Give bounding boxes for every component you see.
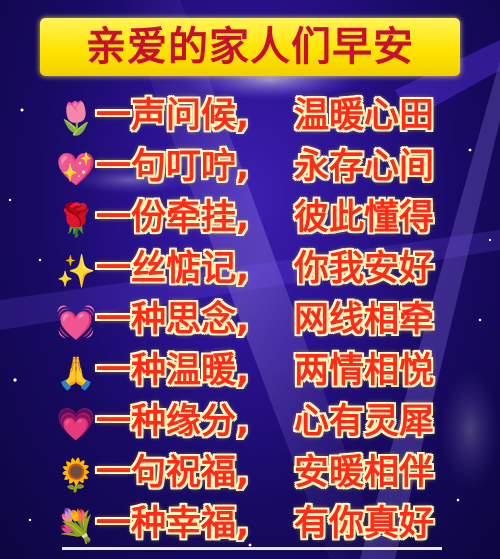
line-left-text: 一种幸福, bbox=[96, 504, 250, 544]
line-left-text: 一份牵挂, bbox=[96, 198, 250, 238]
line-left-text: 一种缘分, bbox=[96, 402, 250, 442]
line-right-text: 两情相悦 bbox=[294, 351, 435, 391]
line-right-text: 网线相牵 bbox=[294, 300, 435, 340]
line-left-text: 一声问候, bbox=[96, 96, 250, 136]
greeting-line: 🙏 一种温暖, 两情相悦 bbox=[0, 345, 500, 397]
greeting-line: 🌹 一份牵挂, 彼此懂得 bbox=[0, 192, 500, 244]
greeting-line: 💗 一种缘分, 心有灵犀 bbox=[0, 396, 500, 448]
title-banner: 亲爱的家人们早安 bbox=[40, 18, 460, 76]
praying-hands-icon: 🙏 bbox=[56, 354, 96, 392]
greeting-line: 💐 一种幸福, 有你真好 bbox=[0, 498, 500, 550]
sparkling-heart-icon: 💖 bbox=[56, 150, 96, 188]
sparkle-star-icon: ✨ bbox=[56, 252, 96, 290]
line-right-text: 彼此懂得 bbox=[294, 198, 435, 238]
line-left-text: 一句祝福, bbox=[96, 453, 250, 493]
line-right-text: 安暖相伴 bbox=[294, 453, 435, 493]
greeting-line: 🌷 一声问候, 温暖心田 bbox=[0, 90, 500, 142]
page-title: 亲爱的家人们早安 bbox=[86, 24, 414, 70]
line-right-text: 有你真好 bbox=[294, 504, 435, 544]
greeting-line: 💓 一种思念, 网线相牵 bbox=[0, 294, 500, 346]
sunflower-icon: 🌻 bbox=[56, 456, 96, 494]
line-left-text: 一种温暖, bbox=[96, 351, 250, 391]
line-right-text: 温暖心田 bbox=[294, 96, 435, 136]
line-right-text: 心有灵犀 bbox=[294, 402, 435, 442]
greeting-line: ✨ 一丝惦记, 你我安好 bbox=[0, 243, 500, 295]
line-left-text: 一丝惦记, bbox=[96, 249, 250, 289]
greeting-line: 🌻 一句祝福, 安暖相伴 bbox=[0, 447, 500, 499]
tulip-icon: 🌷 bbox=[56, 99, 96, 137]
rose-icon: 🌹 bbox=[56, 201, 96, 239]
greeting-line: 💖 一句叮咛, 永存心间 bbox=[0, 141, 500, 193]
bottom-divider bbox=[62, 547, 442, 550]
heart-icon: 💗 bbox=[56, 405, 96, 443]
line-left-text: 一句叮咛, bbox=[96, 147, 250, 187]
line-right-text: 你我安好 bbox=[294, 249, 435, 289]
beating-heart-icon: 💓 bbox=[56, 303, 96, 341]
line-left-text: 一种思念, bbox=[96, 300, 250, 340]
line-right-text: 永存心间 bbox=[294, 147, 435, 187]
bouquet-icon: 💐 bbox=[56, 507, 96, 545]
